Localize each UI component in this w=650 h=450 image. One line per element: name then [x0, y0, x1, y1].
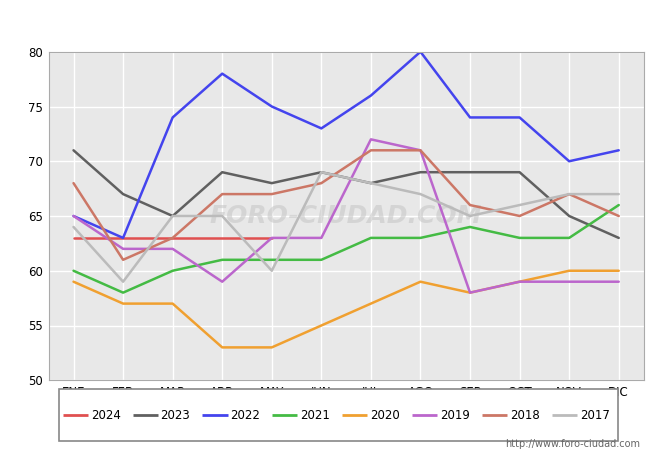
Text: 2018: 2018 [510, 409, 540, 422]
Text: 2019: 2019 [440, 409, 470, 422]
Text: FORO-CIUDAD.COM: FORO-CIUDAD.COM [210, 204, 482, 228]
Text: 2017: 2017 [580, 409, 610, 422]
FancyBboxPatch shape [58, 389, 618, 441]
Text: 2023: 2023 [161, 409, 190, 422]
Text: 2024: 2024 [90, 409, 120, 422]
Text: http://www.foro-ciudad.com: http://www.foro-ciudad.com [505, 439, 640, 449]
Text: 2020: 2020 [370, 409, 400, 422]
Text: 2021: 2021 [300, 409, 330, 422]
Text: Afiliados en Villarluengo a 31/5/2024: Afiliados en Villarluengo a 31/5/2024 [165, 14, 485, 33]
Text: 2022: 2022 [230, 409, 260, 422]
